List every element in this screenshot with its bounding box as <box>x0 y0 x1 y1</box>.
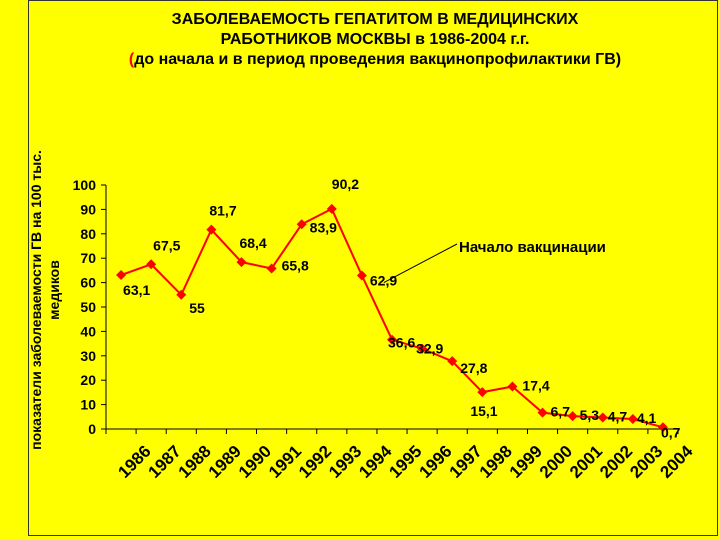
data-label-group: 63,1 67,5 55 81,768,4 65,8 83,9 90,2 62,9 36,6 32… <box>123 176 681 440</box>
y-axis-label-line-2: медиков <box>46 260 62 320</box>
x-tick-label: 2002 <box>596 442 636 482</box>
data-label: 81,7 <box>209 203 236 219</box>
data-label: 6,7 <box>551 404 571 420</box>
data-point <box>567 411 578 422</box>
y-axis-label: показатели заболеваемости ГВ на 100 тыс.… <box>28 150 62 450</box>
data-label: 63,1 <box>123 282 150 298</box>
y-axis-label-line-1: показатели заболеваемости ГВ на 100 тыс. <box>28 150 44 450</box>
data-point <box>477 387 488 398</box>
data-point <box>146 259 157 270</box>
data-label: 5,3 <box>580 407 600 423</box>
data-label: 4,1 <box>637 410 657 426</box>
y-tick-label: 80 <box>80 226 96 242</box>
data-label: 90,2 <box>332 176 359 192</box>
data-label: 27,8 <box>460 360 487 376</box>
x-tick-label: 1991 <box>265 442 305 482</box>
data-point <box>326 203 337 214</box>
data-point <box>176 289 187 300</box>
annotation-pointer <box>383 243 458 283</box>
x-tick-label: 1988 <box>175 442 215 482</box>
x-tick-label: 1998 <box>476 442 516 482</box>
data-label: 4,7 <box>608 409 628 425</box>
data-label: 65,8 <box>282 257 309 273</box>
x-tick-label: 1992 <box>295 442 335 482</box>
data-point <box>236 257 247 268</box>
data-point <box>447 356 458 367</box>
annotation-group: Начало вакцинации <box>383 239 606 283</box>
data-label: 0,7 <box>661 424 681 440</box>
x-tick-label: 2004 <box>656 441 697 482</box>
title-line-2: РАБОТНИКОВ МОСКВЫ в 1986-2004 г.г. <box>220 31 530 48</box>
y-tick-label: 10 <box>80 397 96 413</box>
data-label: 55 <box>189 300 205 316</box>
x-tick-label: 1987 <box>145 442 185 482</box>
chart-title: ЗАБОЛЕВАЕМОСТЬ ГЕПАТИТОМ В МЕДИЦИНСКИХ Р… <box>55 10 695 70</box>
data-label: 83,9 <box>310 219 337 235</box>
y-tick-label: 30 <box>80 348 96 364</box>
x-tick-label: 2001 <box>566 442 606 482</box>
data-point <box>266 263 277 274</box>
data-point <box>597 412 608 423</box>
data-point <box>296 219 307 230</box>
title-line-3: (до начала и в период проведения вакцино… <box>55 50 695 70</box>
x-tick-label: 1989 <box>205 442 245 482</box>
data-label: 68,4 <box>239 235 266 251</box>
x-tick-label: 1997 <box>446 442 486 482</box>
x-tick-label: 1999 <box>506 442 546 482</box>
data-point <box>116 270 127 281</box>
data-point <box>507 381 518 392</box>
y-tick-label: 90 <box>80 201 96 217</box>
data-point <box>387 334 397 345</box>
data-label: 15,1 <box>470 403 497 419</box>
y-tick-label: 0 <box>88 421 96 437</box>
data-label: 67,5 <box>153 237 180 253</box>
data-point <box>657 422 668 433</box>
title-paren: ( <box>128 51 135 68</box>
y-tick-label: 50 <box>80 299 96 315</box>
slide-frame <box>28 0 718 536</box>
x-tick-label: 1990 <box>235 442 275 482</box>
x-tick-label: 1986 <box>114 442 154 482</box>
x-tick-label: 2000 <box>536 442 576 482</box>
data-label: 36,6 <box>388 335 415 351</box>
y-tick-label: 100 <box>73 177 97 193</box>
data-label: 32,9 <box>416 341 443 357</box>
data-point <box>356 270 367 281</box>
chart-axes <box>101 184 679 434</box>
x-tick-label: 1994 <box>355 441 396 482</box>
annotation-label: Начало вакцинации <box>459 239 606 256</box>
x-tick-label: 2003 <box>626 442 666 482</box>
series-line-group <box>116 203 668 433</box>
y-tick-label: 60 <box>80 275 96 291</box>
y-tick-label: 70 <box>80 250 96 266</box>
x-tick-labels: 1986198719881989199019911992199319941995… <box>114 441 696 482</box>
y-tick-label: 40 <box>80 323 96 339</box>
x-tick-label: 1996 <box>415 442 455 482</box>
data-point <box>627 413 638 424</box>
title-line-1: ЗАБОЛЕВАЕМОСТЬ ГЕПАТИТОМ В МЕДИЦИНСКИХ <box>171 11 579 28</box>
data-point <box>417 343 428 354</box>
y-tick-labels: 0 10 20 30 40 50 60 70 80 90 100 <box>73 177 97 437</box>
title-subtitle: до начала и в период проведения вакциноп… <box>134 51 622 68</box>
x-tick-label: 1995 <box>385 442 425 482</box>
x-tick-label: 1993 <box>325 442 365 482</box>
y-tick-label: 20 <box>80 372 96 388</box>
data-label: 62,9 <box>370 273 397 289</box>
data-point <box>206 224 217 235</box>
data-label: 17,4 <box>522 378 549 394</box>
data-point <box>537 407 548 418</box>
